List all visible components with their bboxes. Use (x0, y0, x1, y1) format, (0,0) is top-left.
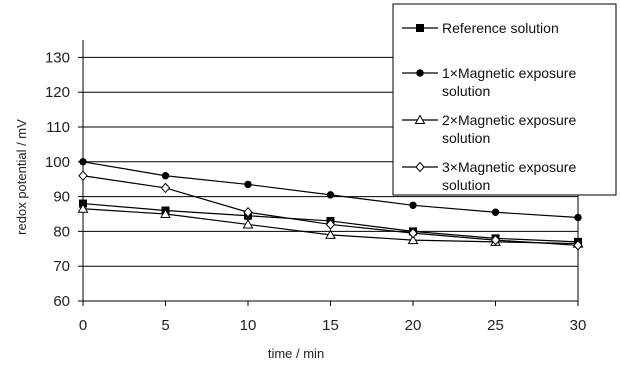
series-2-point-10 (244, 180, 252, 189)
series-3-point-10 (242, 218, 254, 229)
series-2-point-0 (79, 158, 87, 166)
series-2-point-15 (326, 191, 335, 199)
legend-label-1-line-1: Reference solution (442, 20, 559, 36)
x-tick-label-30: 30 (570, 317, 587, 334)
series-3-point-20 (407, 234, 419, 245)
series-4-point-20 (408, 227, 418, 239)
series-2-point-20 (409, 201, 417, 210)
y-tick-label-120: 120 (45, 84, 70, 101)
series-3-point-5 (160, 208, 171, 218)
x-axis-title: time / min (268, 346, 324, 361)
series-4-point-15 (325, 219, 336, 230)
legend: Reference solution 1×Magnetic exposure sol… (392, 3, 617, 196)
series-3-point-15 (325, 229, 336, 239)
legend-marker-2 (416, 69, 424, 77)
series-lines (77, 158, 584, 251)
x-tick-label-20: 20 (405, 317, 422, 334)
series-2-point-5 (161, 172, 170, 180)
legend-box (392, 3, 617, 196)
legend-item-3: 2×Magnetic exposure solution (402, 112, 576, 146)
y-tick-label-130: 130 (45, 49, 70, 66)
legend-item-4: 3×Magnetic exposure solution (402, 159, 576, 193)
legend-item-2: 1×Magnetic exposure solution (402, 65, 576, 99)
series-2-point-25 (491, 208, 500, 216)
y-tick-label-110: 110 (46, 119, 70, 136)
y-axis-title: redox potential / mV (14, 119, 29, 235)
legend-label-2-line-1: 1×Magnetic exposure (442, 65, 576, 81)
x-tick-label-15: 15 (322, 317, 339, 334)
series-4-point-5 (160, 182, 171, 194)
legend-marker-3 (414, 114, 426, 124)
series-3-point-0 (77, 203, 89, 213)
series-4-point-30 (573, 240, 583, 251)
legend-label-2-line-2: solution (442, 83, 490, 99)
legend-item-1: Reference solution (402, 20, 559, 36)
tick-labels: 60 70 80 90 100 110 120 130 0 5 10 15 20 25 30 (45, 49, 586, 334)
series-2 (79, 158, 582, 222)
legend-label-4-line-1: 3×Magnetic exposure (442, 159, 576, 175)
y-tick-label-90: 90 (53, 189, 70, 206)
y-tick-label-80: 80 (53, 223, 70, 240)
x-tick-label-25: 25 (487, 317, 504, 334)
legend-label-2: 1×Magnetic exposure solution (442, 65, 576, 99)
series-4 (78, 170, 583, 251)
series-4-point-0 (78, 170, 88, 181)
legend-marker-1 (416, 24, 424, 32)
legend-label-4-line-2: solution (442, 177, 490, 193)
legend-label-3: 2×Magnetic exposure solution (442, 112, 576, 146)
legend-label-4: 3×Magnetic exposure solution (442, 159, 576, 193)
legend-label-1: Reference solution (442, 20, 559, 36)
series-4-point-10 (243, 207, 253, 218)
legend-label-3-line-2: solution (442, 130, 490, 146)
series-4-point-25 (490, 234, 501, 246)
legend-label-3-line-1: 2×Magnetic exposure (442, 112, 576, 128)
x-tick-label-10: 10 (240, 317, 257, 334)
series-2-point-30 (574, 213, 582, 222)
x-tick-label-5: 5 (161, 317, 169, 334)
y-tick-label-100: 100 (45, 154, 70, 171)
y-tick-label-70: 70 (53, 258, 70, 275)
y-tick-label-60: 60 (53, 293, 70, 310)
x-tick-label-0: 0 (79, 317, 87, 334)
legend-marker-4 (415, 161, 425, 173)
